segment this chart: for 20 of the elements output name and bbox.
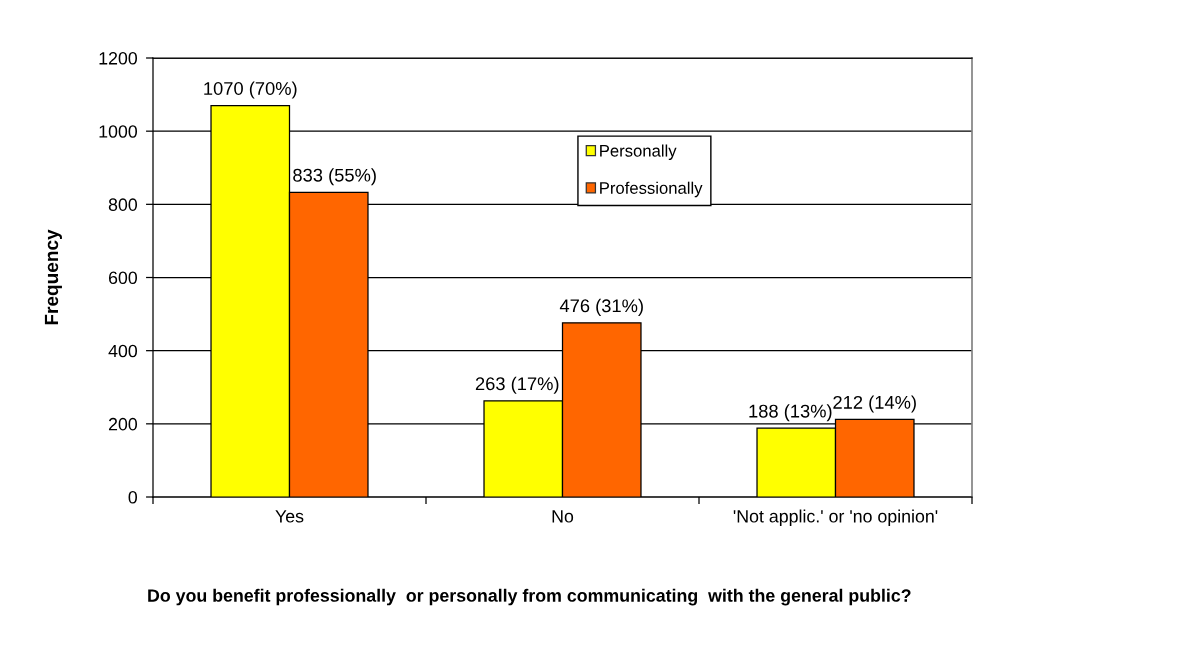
data-label: 188 (13%) xyxy=(749,404,832,422)
x-tick-label: No xyxy=(552,510,574,523)
y-axis-title: Frequency xyxy=(44,229,62,325)
data-label: 263 (17%) xyxy=(475,376,559,394)
x-axis-title: Do you benefit professionally or personally from communicating with the general public? xyxy=(148,588,911,606)
y-tick-label: 1200 xyxy=(99,52,138,65)
y-tick-label: 400 xyxy=(108,344,138,358)
x-tick-label: Yes xyxy=(275,510,304,523)
data-label: 476 (31%) xyxy=(559,298,643,316)
y-tick-label: 600 xyxy=(108,271,138,285)
y-tick-label: 200 xyxy=(108,417,138,431)
y-tick-label: 800 xyxy=(108,198,138,211)
data-label: 212 (14%) xyxy=(833,395,916,413)
data-label: 1070 (70%) xyxy=(204,81,297,99)
y-tick-label: 0 xyxy=(128,491,138,504)
x-tick-label: 'Not applic.' or 'no opinion' xyxy=(733,509,938,527)
data-label: 833 (55%) xyxy=(293,168,376,186)
y-tick-label: 1000 xyxy=(99,125,138,138)
legend-label: Personally xyxy=(600,144,677,161)
legend-label: Professionally xyxy=(600,181,703,198)
